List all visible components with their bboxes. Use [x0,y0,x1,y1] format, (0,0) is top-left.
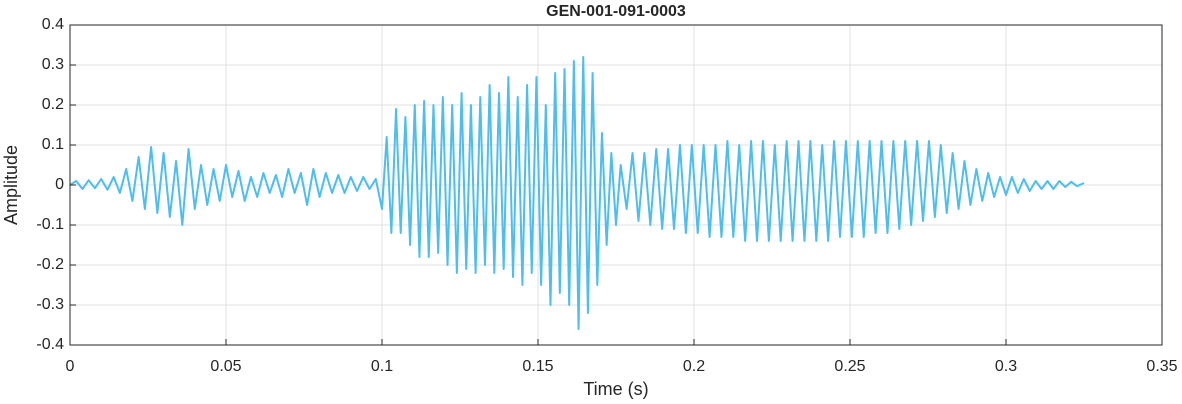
y-tick-label: 0 [55,176,64,193]
y-tick-label: 0.1 [42,136,64,153]
y-axis-label: Amplitude [1,145,21,225]
x-tick-label: 0.35 [1146,358,1177,375]
y-tick-label: -0.2 [36,256,64,273]
x-axis-label: Time (s) [583,379,648,399]
chart-title: GEN-001-091-0003 [546,3,686,20]
y-tick-label: 0.2 [42,96,64,113]
y-tick-label: -0.4 [36,336,64,353]
y-tick-label: 0.3 [42,56,64,73]
x-tick-label: 0.1 [371,358,393,375]
x-tick-label: 0.15 [522,358,553,375]
x-tick-label: 0.25 [834,358,865,375]
y-tick-label: -0.3 [36,296,64,313]
x-tick-label: 0 [66,358,75,375]
x-tick-label: 0.05 [210,358,241,375]
y-tick-label: -0.1 [36,216,64,233]
x-tick-label: 0.3 [995,358,1017,375]
plot [69,56,1085,330]
x-tick-label: 0.2 [683,358,705,375]
y-tick-label: 0.4 [42,16,64,33]
waveform-line [69,56,1085,330]
